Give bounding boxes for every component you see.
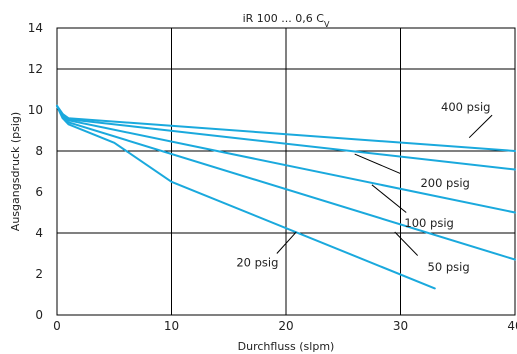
y-tick-label: 6: [35, 185, 43, 199]
series-label: 20 psig: [236, 256, 278, 270]
x-tick-label: 10: [164, 319, 179, 333]
series-lines: [56, 104, 516, 290]
grid: [56, 27, 516, 316]
series-leader-line: [354, 153, 401, 175]
y-tick-label: 14: [28, 21, 43, 35]
series-leader-line: [371, 184, 407, 213]
y-tick-label: 8: [35, 144, 43, 158]
chart-title: iR 100 ... 0,6 CV: [243, 12, 330, 29]
y-tick-label: 12: [28, 62, 43, 76]
x-tick-label: 20: [278, 319, 293, 333]
series-label: 200 psig: [420, 176, 469, 190]
y-tick-label: 10: [28, 103, 43, 117]
series-label: 100 psig: [404, 216, 453, 230]
x-tick-label: 0: [53, 319, 61, 333]
x-tick-label: 30: [393, 319, 408, 333]
series-leader-line: [468, 114, 493, 139]
series-label: 50 psig: [428, 260, 470, 274]
y-tick-label: 4: [35, 226, 43, 240]
series-label: 400 psig: [441, 100, 490, 114]
x-tick-label: 40: [507, 319, 517, 333]
labels: 0 2 4 6 8 10 12 14 0 10 20 30 40 iR 100 ... 0,6 CV Dur…: [9, 12, 517, 353]
y-tick-label: 0: [35, 308, 43, 322]
y-tick-label: 2: [35, 267, 43, 281]
series-line: [56, 104, 436, 290]
series-leader-line: [394, 231, 419, 256]
plot-frame: [56, 27, 516, 316]
x-axis-label: Durchfluss (slpm): [238, 340, 335, 353]
y-axis-label: Ausgangsdruck (psig): [9, 112, 22, 231]
series-leader-line: [276, 231, 297, 254]
label-leaders: [276, 114, 493, 256]
